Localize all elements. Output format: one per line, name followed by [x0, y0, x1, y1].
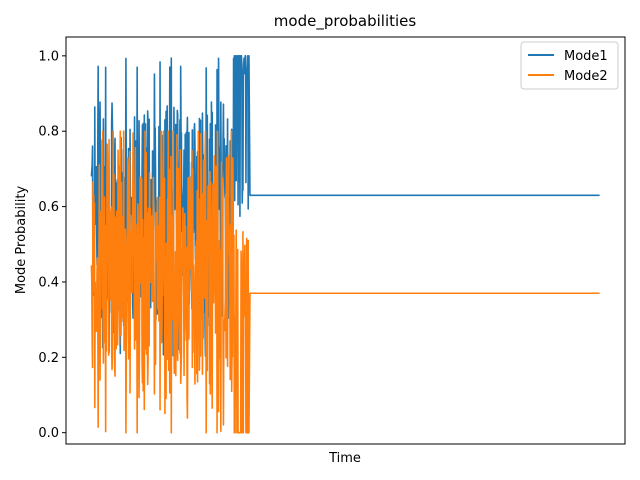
series-line-mode2	[90, 130, 600, 434]
legend: Mode1 Mode2	[520, 41, 619, 90]
y-tick-label: 1.0	[38, 49, 59, 64]
y-tick-label: 0.0	[38, 426, 59, 441]
y-tick-label: 0.6	[38, 200, 59, 215]
series-layer	[90, 55, 600, 434]
y-tick-label: 0.8	[38, 125, 59, 140]
y-axis-label: Mode Probability	[14, 186, 29, 295]
legend-label-mode1: Mode1	[564, 49, 608, 64]
plot-area	[65, 36, 626, 445]
legend-box	[520, 41, 619, 90]
y-axis: 0.0 0.2 0.4 0.6 0.8 1.0	[38, 49, 66, 441]
plot-frame	[65, 36, 626, 445]
y-tick-label: 0.2	[38, 351, 59, 366]
x-axis-label: Time	[328, 451, 361, 466]
legend-label-mode2: Mode2	[564, 69, 608, 84]
y-tick-label: 0.4	[38, 275, 59, 290]
chart-title: mode_probabilities	[274, 12, 417, 31]
